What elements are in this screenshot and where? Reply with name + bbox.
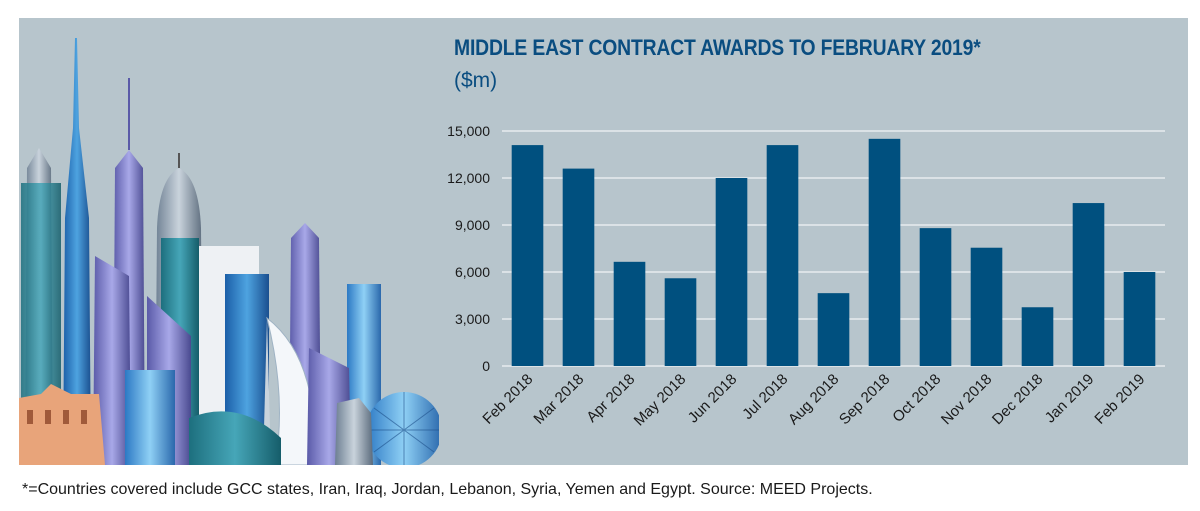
chart-subtitle: ($m): [454, 69, 498, 92]
bar-feb-2019: [1123, 272, 1156, 366]
bar-sep-2018: [868, 138, 901, 366]
x-category-label: Aug 2018: [785, 371, 842, 428]
chart-panel: MIDDLE EAST CONTRACT AWARDS TO FEBRUARY …: [19, 18, 1188, 465]
x-category-label: Oct 2018: [889, 371, 944, 426]
y-tick-label: 12,000: [447, 170, 490, 186]
y-tick-label: 6,000: [455, 264, 490, 280]
x-category-label: Jan 2019: [1042, 371, 1098, 427]
bar-may-2018: [664, 278, 697, 366]
gridlines: [502, 130, 1165, 367]
x-category-label: Mar 2018: [530, 371, 587, 428]
bar-nov-2018: [970, 247, 1003, 366]
y-axis-tick-labels: 0 3,000 6,000 9,000 12,000 15,000: [447, 123, 490, 374]
y-tick-label: 0: [482, 358, 490, 374]
x-category-label: Jul 2018: [739, 371, 791, 423]
city-skyline-illustration: [19, 38, 439, 465]
x-category-label: Feb 2019: [1091, 371, 1148, 428]
chart-title: MIDDLE EAST CONTRACT AWARDS TO FEBRUARY …: [454, 35, 981, 60]
y-tick-label: 9,000: [455, 217, 490, 233]
bar-jul-2018: [766, 145, 799, 366]
x-category-label: May 2018: [631, 371, 690, 430]
footnote: *=Countries covered include GCC states, …: [22, 481, 873, 498]
bar-apr-2018: [613, 261, 646, 366]
x-category-label: Dec 2018: [989, 371, 1046, 428]
bars: [511, 138, 1156, 366]
y-tick-label: 3,000: [455, 311, 490, 327]
x-category-label: Jun 2018: [685, 371, 741, 427]
bar-jun-2018: [715, 178, 748, 366]
bar-dec-2018: [1021, 307, 1054, 366]
bar-aug-2018: [817, 293, 850, 366]
bar-mar-2018: [562, 168, 595, 366]
x-category-label: Sep 2018: [836, 371, 893, 428]
x-category-label: Nov 2018: [938, 371, 995, 428]
bar-oct-2018: [919, 228, 952, 366]
bar-feb-2018: [511, 145, 544, 366]
bar-jan-2019: [1072, 203, 1105, 366]
y-tick-label: 15,000: [447, 123, 490, 139]
bar-chart: 0 3,000 6,000 9,000 12,000 15,000 Feb 2018Mar…: [447, 123, 1165, 430]
x-category-label: Feb 2018: [479, 371, 536, 428]
